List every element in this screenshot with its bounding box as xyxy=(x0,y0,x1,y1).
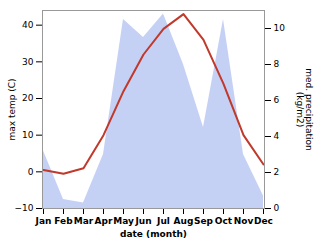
svg-text:20: 20 xyxy=(22,93,34,103)
svg-text:Sep: Sep xyxy=(194,216,214,226)
svg-text:30: 30 xyxy=(22,57,34,67)
svg-text:0: 0 xyxy=(28,167,34,177)
svg-text:Jun: Jun xyxy=(134,216,151,226)
svg-text:Nov: Nov xyxy=(234,216,254,226)
svg-text:Aug: Aug xyxy=(174,216,194,226)
svg-text:Mar: Mar xyxy=(74,216,94,226)
svg-text:Oct: Oct xyxy=(215,216,233,226)
svg-text:max temp (C): max temp (C) xyxy=(7,78,17,140)
svg-text:40: 40 xyxy=(22,20,34,30)
svg-text:Feb: Feb xyxy=(54,216,73,226)
svg-text:Apr: Apr xyxy=(95,216,113,226)
svg-text:2: 2 xyxy=(274,167,280,177)
svg-text:10: 10 xyxy=(274,23,286,33)
svg-text:6: 6 xyxy=(274,95,280,105)
svg-text:med. precipitation(kg/m2): med. precipitation(kg/m2) xyxy=(295,68,314,150)
svg-text:Jan: Jan xyxy=(35,216,52,226)
svg-text:Jul: Jul xyxy=(156,216,170,226)
svg-text:May: May xyxy=(113,216,134,226)
svg-text:Dec: Dec xyxy=(254,216,273,226)
svg-text:8: 8 xyxy=(274,59,280,69)
svg-text:0: 0 xyxy=(274,203,280,213)
svg-text:4: 4 xyxy=(274,131,280,141)
svg-text:10: 10 xyxy=(22,130,34,140)
svg-text:−10: −10 xyxy=(15,203,34,213)
svg-text:date (month): date (month) xyxy=(120,229,187,239)
